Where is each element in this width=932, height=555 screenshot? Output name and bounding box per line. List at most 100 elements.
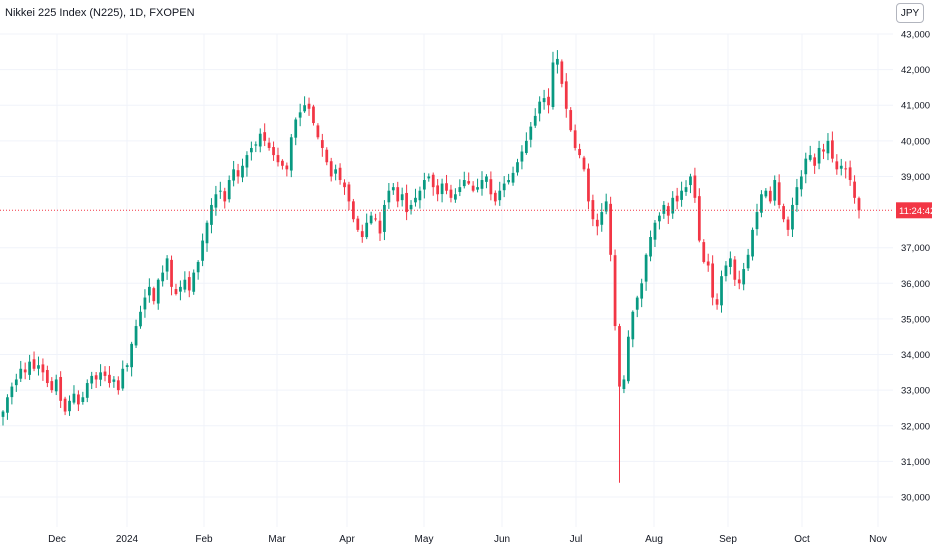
candle-body bbox=[77, 394, 80, 405]
candle-body bbox=[445, 183, 448, 191]
candle-body bbox=[644, 254, 648, 282]
candle-body bbox=[294, 119, 298, 138]
candle-body bbox=[272, 147, 275, 156]
countdown-label: 11:24:42 bbox=[899, 206, 932, 217]
candle-body bbox=[791, 204, 794, 230]
time-tick-label: Dec bbox=[48, 534, 66, 545]
candle-body bbox=[374, 218, 377, 220]
candle-body bbox=[174, 289, 178, 294]
candle-body bbox=[764, 190, 768, 197]
candle-body bbox=[258, 133, 262, 147]
candle-body bbox=[857, 198, 861, 211]
time-tick-label: Feb bbox=[195, 534, 213, 545]
candle-body bbox=[689, 176, 692, 186]
candle-body bbox=[853, 181, 856, 198]
candle-body bbox=[316, 125, 320, 138]
time-tick-label: 2024 bbox=[116, 534, 139, 545]
candle-body bbox=[520, 151, 524, 162]
candle-body bbox=[369, 215, 373, 224]
candle-body bbox=[249, 147, 253, 153]
candle-body bbox=[54, 379, 58, 392]
candle-body bbox=[400, 194, 404, 201]
candle-body bbox=[768, 190, 772, 202]
candle-body bbox=[684, 187, 688, 192]
candle-body bbox=[724, 265, 728, 277]
candle-body bbox=[1, 411, 5, 417]
candle-body bbox=[32, 359, 36, 369]
candle-body bbox=[298, 112, 302, 118]
price-tick-label: 39,000 bbox=[901, 172, 930, 183]
candle-body bbox=[281, 160, 284, 166]
price-tick-label: 43,000 bbox=[901, 30, 930, 41]
currency-button[interactable]: JPY bbox=[896, 3, 924, 23]
candles bbox=[1, 50, 861, 483]
candle-body bbox=[85, 383, 89, 398]
price-tick-label: 34,000 bbox=[901, 350, 930, 361]
candle-body bbox=[516, 162, 519, 173]
candle-body bbox=[795, 187, 799, 205]
candle-body bbox=[454, 194, 457, 200]
candle-body bbox=[600, 212, 604, 225]
time-tick-label: Jun bbox=[494, 534, 510, 545]
candle-body bbox=[108, 374, 111, 384]
price-axis: 43,000 42,000 41,000 40,000 39,000 37,000 36,0… bbox=[901, 30, 930, 504]
candle-body bbox=[471, 185, 475, 191]
time-tick-label: Nov bbox=[869, 534, 887, 545]
countdown-badge bbox=[896, 202, 932, 219]
candle-body bbox=[343, 182, 346, 188]
candle-body bbox=[387, 190, 391, 203]
candle-body bbox=[746, 254, 750, 269]
candle-body bbox=[626, 336, 630, 382]
candle-body bbox=[587, 168, 590, 202]
candle-body bbox=[462, 180, 466, 187]
candle-body bbox=[733, 259, 737, 280]
price-tick-label: 37,000 bbox=[901, 243, 930, 254]
chart-title: Nikkei 225 Index (N225), 1D, FXOPEN bbox=[5, 7, 195, 19]
candle-body bbox=[729, 258, 732, 267]
candle-body bbox=[143, 297, 147, 310]
candle-body bbox=[493, 192, 497, 202]
candle-body bbox=[147, 286, 151, 296]
candle-body bbox=[569, 110, 573, 131]
candle-body bbox=[267, 142, 271, 148]
candle-body bbox=[391, 187, 395, 191]
candle-body bbox=[502, 183, 506, 191]
candle-body bbox=[81, 397, 85, 402]
candle-body bbox=[436, 185, 440, 195]
candle-body bbox=[538, 101, 542, 114]
candle-body bbox=[822, 149, 825, 152]
candle-body bbox=[440, 183, 444, 195]
candle-body bbox=[179, 286, 182, 292]
candle-body bbox=[334, 169, 338, 174]
candle-body bbox=[666, 206, 670, 216]
candle-body bbox=[480, 180, 484, 189]
candle-body bbox=[329, 161, 333, 177]
candle-body bbox=[165, 258, 169, 272]
candle-body bbox=[210, 204, 213, 225]
candle-body bbox=[94, 375, 98, 380]
current-price-line: 11:24:42 bbox=[0, 202, 932, 219]
candle-body bbox=[19, 368, 23, 379]
time-tick-label: Jul bbox=[570, 534, 583, 545]
candle-body bbox=[418, 190, 422, 201]
candle-body bbox=[63, 398, 67, 412]
candle-body bbox=[414, 197, 417, 203]
candle-body bbox=[227, 180, 231, 200]
candle-body bbox=[276, 155, 280, 163]
candle-body bbox=[507, 180, 510, 183]
candle-body bbox=[715, 299, 719, 305]
candle-body bbox=[325, 149, 329, 163]
candle-body bbox=[116, 380, 120, 391]
grid-lines bbox=[0, 33, 893, 527]
candle-body bbox=[192, 272, 196, 292]
candle-body bbox=[427, 176, 431, 179]
candle-body bbox=[467, 181, 471, 184]
candle-body bbox=[205, 222, 209, 244]
candle-body bbox=[307, 103, 311, 109]
candle-body bbox=[711, 263, 715, 298]
candle-body bbox=[622, 379, 626, 389]
candle-body bbox=[706, 261, 710, 266]
candle-body bbox=[139, 311, 142, 327]
